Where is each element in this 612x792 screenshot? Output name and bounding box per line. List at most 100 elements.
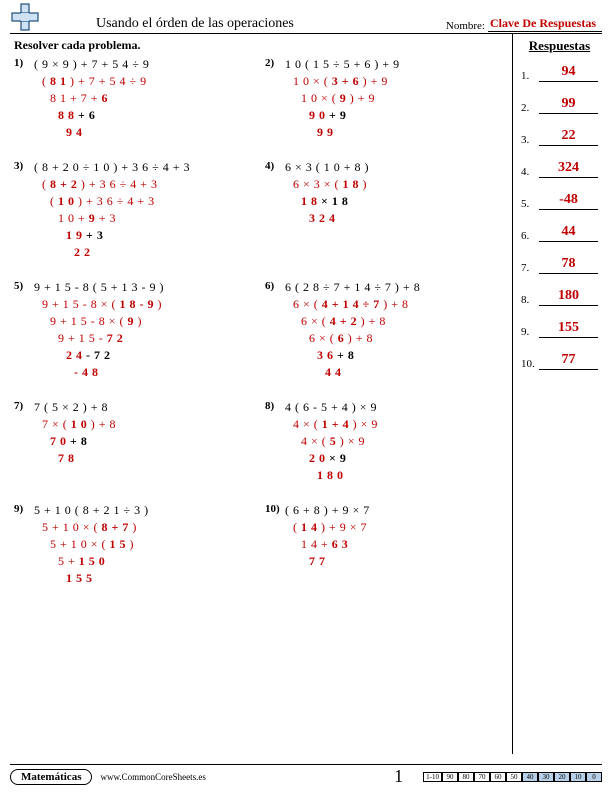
step: 6 × ( 6 ) + 8 [285, 331, 508, 346]
step: 7 7 [285, 554, 508, 569]
answer-row: 8.180 [521, 288, 598, 306]
step: 5 + 1 0 × ( 8 + 7 ) [34, 520, 257, 535]
footer-page-number: 1 [394, 766, 403, 787]
answer-number: 10. [521, 358, 539, 370]
step: 1 0 × ( 9 ) + 9 [285, 91, 508, 106]
step: 7 × ( 1 0 ) + 8 [34, 417, 257, 432]
footer-grid-cell: 60 [490, 772, 506, 782]
answer-number: 2. [521, 102, 539, 114]
problem-number: 3) [14, 160, 34, 262]
footer-score-grid: 1-109080706050403020100 [423, 772, 602, 782]
plus-logo-icon [10, 2, 40, 32]
name-value: Clave De Respuestas [488, 16, 602, 32]
answer-row: 4.324 [521, 160, 598, 178]
step: 6 × ( 4 + 2 ) + 8 [285, 314, 508, 329]
step: 4 × ( 5 ) × 9 [285, 434, 508, 449]
problem-number: 7) [14, 400, 34, 485]
problem-steps: ( 6 + 8 ) + 9 × 7( 1 4 ) + 9 × 71 4 + 6 … [285, 503, 508, 588]
step: 9 + 1 5 - 7 2 [34, 331, 257, 346]
problem-number: 5) [14, 280, 34, 382]
problem-number: 2) [265, 57, 285, 142]
answer-row: 1.94 [521, 64, 598, 82]
main-problems-area: Resolver cada problema. 1)( 9 × 9 ) + 7 … [10, 34, 512, 754]
answer-number: 1. [521, 70, 539, 82]
problem: 6)6 ( 2 8 ÷ 7 + 1 4 ÷ 7 ) + 86 × ( 4 + 1… [265, 280, 508, 382]
answer-value: -48 [539, 192, 598, 210]
answer-row: 6.44 [521, 224, 598, 242]
problem-number: 6) [265, 280, 285, 382]
problem-number: 8) [265, 400, 285, 485]
step: 3 2 4 [285, 211, 508, 226]
step: 3 6 + 8 [285, 348, 508, 363]
step: 1 0 ( 1 5 ÷ 5 + 6 ) + 9 [285, 57, 508, 72]
worksheet-title: Usando el órden de las operaciones [46, 16, 446, 32]
answer-value: 44 [539, 224, 598, 242]
answer-row: 3.22 [521, 128, 598, 146]
footer-grid-cell: 50 [506, 772, 522, 782]
step: 7 0 + 8 [34, 434, 257, 449]
step: 1 0 × ( 3 + 6 ) + 9 [285, 74, 508, 89]
problem-steps: 7 ( 5 × 2 ) + 87 × ( 1 0 ) + 87 0 + 87 8 [34, 400, 257, 485]
problem-number: 4) [265, 160, 285, 262]
footer-grid-cell: 40 [522, 772, 538, 782]
step: 1 8 × 1 8 [285, 194, 508, 209]
answer-row: 2.99 [521, 96, 598, 114]
name-label: Nombre: [446, 20, 485, 32]
answer-number: 4. [521, 166, 539, 178]
step: 9 9 [285, 125, 508, 140]
answer-value: 22 [539, 128, 598, 146]
problems-grid: 1)( 9 × 9 ) + 7 + 5 4 ÷ 9( 8 1 ) + 7 + 5… [14, 57, 508, 588]
answer-value: 155 [539, 320, 598, 338]
problem-steps: 9 + 1 5 - 8 ( 5 + 1 3 - 9 ) 9 + 1 5 - 8 ×… [34, 280, 257, 382]
worksheet-page: Usando el órden de las operaciones Nombr… [0, 0, 612, 792]
problem-steps: 6 ( 2 8 ÷ 7 + 1 4 ÷ 7 ) + 86 × ( 4 + 1 4… [285, 280, 508, 382]
step: 5 + 1 5 0 [34, 554, 257, 569]
footer-grid-cell: 90 [442, 772, 458, 782]
answer-value: 78 [539, 256, 598, 274]
step: 1 0 + 9 + 3 [34, 211, 257, 226]
step: ( 6 + 8 ) + 9 × 7 [285, 503, 508, 518]
problem-number: 10) [265, 503, 285, 588]
step: 7 8 [34, 451, 257, 466]
answers-list: 1.94 2.99 3.22 4.324 5.-48 6.44 7.78 8.180 9.155… [521, 64, 598, 370]
problem-steps: ( 9 × 9 ) + 7 + 5 4 ÷ 9( 8 1 ) + 7 + 5 4… [34, 57, 257, 142]
step: 9 + 1 5 - 8 × ( 1 8 - 9 ) [34, 297, 257, 312]
problem: 10)( 6 + 8 ) + 9 × 7( 1 4 ) + 9 × 71 4 +… [265, 503, 508, 588]
footer: Matemáticas www.CommonCoreSheets.es 1 1-… [10, 764, 602, 786]
step: ( 8 + 2 ) + 3 6 ÷ 4 + 3 [34, 177, 257, 192]
step: 5 + 1 0 ( 8 + 2 1 ÷ 3 ) [34, 503, 257, 518]
step: 1 4 + 6 3 [285, 537, 508, 552]
step: 6 × 3 ( 1 0 + 8 ) [285, 160, 508, 175]
instruction: Resolver cada problema. [14, 38, 508, 53]
answer-number: 5. [521, 198, 539, 210]
step: 1 8 0 [285, 468, 508, 483]
footer-grid-cell: 10 [570, 772, 586, 782]
step: 9 + 1 5 - 8 ( 5 + 1 3 - 9 ) [34, 280, 257, 295]
answer-number: 3. [521, 134, 539, 146]
step: ( 8 + 2 0 ÷ 1 0 ) + 3 6 ÷ 4 + 3 [34, 160, 257, 175]
problem-steps: 1 0 ( 1 5 ÷ 5 + 6 ) + 9 1 0 × ( 3 + 6 ) +… [285, 57, 508, 142]
step: 4 4 [285, 365, 508, 380]
step: 6 × ( 4 + 1 4 ÷ 7 ) + 8 [285, 297, 508, 312]
answer-row: 7.78 [521, 256, 598, 274]
answer-number: 7. [521, 262, 539, 274]
footer-grid-cell: 0 [586, 772, 602, 782]
step: 2 4 - 7 2 [34, 348, 257, 363]
step: 2 2 [34, 245, 257, 260]
step: - 4 8 [34, 365, 257, 380]
step: ( 8 1 ) + 7 + 5 4 ÷ 9 [34, 74, 257, 89]
footer-grid-label: 1-10 [423, 772, 442, 782]
answer-row: 10.77 [521, 352, 598, 370]
answer-value: 94 [539, 64, 598, 82]
step: ( 1 0 ) + 3 6 ÷ 4 + 3 [34, 194, 257, 209]
problem: 1)( 9 × 9 ) + 7 + 5 4 ÷ 9( 8 1 ) + 7 + 5… [14, 57, 257, 142]
step: 9 + 1 5 - 8 × ( 9 ) [34, 314, 257, 329]
content-area: Resolver cada problema. 1)( 9 × 9 ) + 7 … [10, 34, 602, 754]
step: 6 × 3 × ( 1 8 ) [285, 177, 508, 192]
step: 1 9 + 3 [34, 228, 257, 243]
footer-grid-cell: 30 [538, 772, 554, 782]
answer-row: 5.-48 [521, 192, 598, 210]
answer-value: 77 [539, 352, 598, 370]
answer-row: 9.155 [521, 320, 598, 338]
answer-value: 99 [539, 96, 598, 114]
